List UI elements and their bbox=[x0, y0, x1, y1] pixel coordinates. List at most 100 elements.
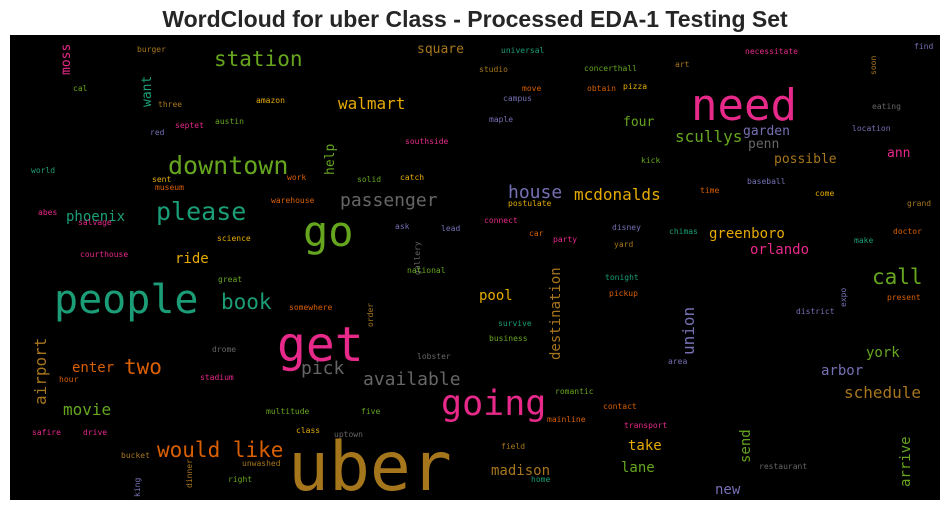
word-king: king bbox=[133, 478, 142, 497]
word-uptown: uptown bbox=[334, 430, 363, 439]
word-pick: pick bbox=[301, 358, 345, 379]
word-schedule: schedule bbox=[844, 383, 921, 402]
word-work: work bbox=[287, 173, 306, 182]
word-austin: austin bbox=[215, 117, 244, 126]
word-book: book bbox=[221, 290, 272, 314]
word-airport: airport bbox=[31, 338, 50, 405]
word-world: world bbox=[31, 166, 55, 175]
word-burger: burger bbox=[137, 45, 166, 54]
word-kick: kick bbox=[641, 156, 660, 165]
word-sent: sent bbox=[152, 175, 171, 184]
word-pickup: pickup bbox=[609, 289, 638, 298]
word-cal: cal bbox=[73, 84, 88, 93]
word-house: house bbox=[508, 182, 562, 203]
word-abes: abes bbox=[38, 208, 57, 217]
word-connect: connect bbox=[484, 216, 518, 225]
word-chimas: chimas bbox=[669, 227, 698, 236]
word-maple: maple bbox=[489, 115, 513, 124]
word-amazon: amazon bbox=[256, 96, 285, 105]
word-pizza: pizza bbox=[623, 82, 647, 91]
word-penn: penn bbox=[748, 137, 779, 152]
word-district: district bbox=[796, 307, 835, 316]
word-lobster: lobster bbox=[417, 352, 451, 361]
word-walmart: walmart bbox=[338, 94, 405, 113]
word-people: people bbox=[54, 277, 199, 323]
word-need: need bbox=[691, 80, 797, 131]
word-new: new bbox=[715, 482, 741, 498]
word-class: class bbox=[296, 426, 320, 435]
word-greenboro: greenboro bbox=[709, 226, 785, 242]
word-baseball: baseball bbox=[747, 177, 786, 186]
word-take: take bbox=[628, 438, 662, 454]
word-doctor: doctor bbox=[893, 227, 922, 236]
word-home: home bbox=[531, 475, 550, 484]
word-come: come bbox=[815, 189, 834, 198]
word-restaurant: restaurant bbox=[759, 462, 807, 471]
word-courthouse: courthouse bbox=[80, 250, 128, 259]
word-station: station bbox=[214, 47, 303, 71]
word-concerthall: concerthall bbox=[584, 64, 637, 73]
word-call: call bbox=[872, 265, 923, 289]
word-red: red bbox=[150, 128, 165, 137]
word-salvage: salvage bbox=[78, 218, 112, 227]
word-union: union bbox=[679, 307, 698, 355]
word-national: national bbox=[407, 266, 446, 275]
word-lead: lead bbox=[441, 224, 460, 233]
word-warehouse: warehouse bbox=[271, 196, 315, 205]
word-postulate: postulate bbox=[508, 199, 552, 208]
word-make: make bbox=[854, 236, 873, 245]
word-science: science bbox=[217, 234, 251, 243]
word-gallery: gallery bbox=[413, 241, 422, 275]
word-safire: safire bbox=[32, 428, 61, 437]
word-disney: disney bbox=[612, 223, 641, 232]
word-york: york bbox=[866, 345, 900, 361]
word-solid: solid bbox=[357, 175, 381, 184]
word-obtain: obtain bbox=[587, 84, 616, 93]
word-downtown: downtown bbox=[168, 151, 288, 180]
word-going: going bbox=[441, 384, 546, 424]
word-necessitate: necessitate bbox=[745, 47, 798, 56]
word-mainline: mainline bbox=[547, 415, 586, 424]
word-enter: enter bbox=[72, 360, 114, 376]
word-campus: campus bbox=[503, 94, 532, 103]
word-order: order bbox=[366, 303, 375, 327]
word-ann: ann bbox=[887, 146, 910, 161]
word-square: square bbox=[417, 42, 464, 57]
word-lane: lane bbox=[621, 460, 655, 476]
word-universal: universal bbox=[501, 46, 545, 55]
word-drome: drome bbox=[212, 345, 236, 354]
word-move: move bbox=[522, 84, 541, 93]
word-art: art bbox=[675, 60, 690, 69]
word-field: field bbox=[501, 442, 525, 451]
word-two: two bbox=[124, 355, 162, 379]
word-dinner: dinner bbox=[185, 459, 194, 488]
word-get: get bbox=[277, 317, 364, 373]
word-arbor: arbor bbox=[821, 363, 863, 379]
word-uber: uber bbox=[288, 428, 452, 500]
word-car: car bbox=[529, 229, 544, 238]
wordcloud-svg: uber people get need go going downtown please wo… bbox=[31, 42, 933, 500]
word-ask: ask bbox=[395, 222, 410, 231]
word-contact: contact bbox=[603, 402, 637, 411]
word-drive: drive bbox=[83, 428, 107, 437]
word-right: right bbox=[228, 475, 252, 484]
word-possible: possible bbox=[774, 152, 837, 167]
word-area: area bbox=[668, 357, 687, 366]
word-send: send bbox=[738, 429, 754, 463]
word-time: time bbox=[700, 186, 719, 195]
word-southside: southside bbox=[405, 137, 449, 146]
word-passenger: passenger bbox=[340, 190, 438, 211]
word-survive: survive bbox=[498, 319, 532, 328]
word-movie: movie bbox=[63, 400, 111, 419]
word-catch: catch bbox=[400, 173, 424, 182]
word-hour: hour bbox=[59, 375, 78, 384]
word-ride: ride bbox=[175, 251, 209, 267]
word-museum: museum bbox=[155, 183, 184, 192]
word-four: four bbox=[623, 115, 654, 130]
wordcloud-canvas: uber people get need go going downtown please wo… bbox=[10, 35, 940, 500]
word-location: location bbox=[852, 124, 891, 133]
word-transport: transport bbox=[624, 421, 668, 430]
word-grand: grand bbox=[907, 199, 931, 208]
word-phoenix: phoenix bbox=[66, 209, 125, 225]
word-unwashed: unwashed bbox=[242, 459, 281, 468]
